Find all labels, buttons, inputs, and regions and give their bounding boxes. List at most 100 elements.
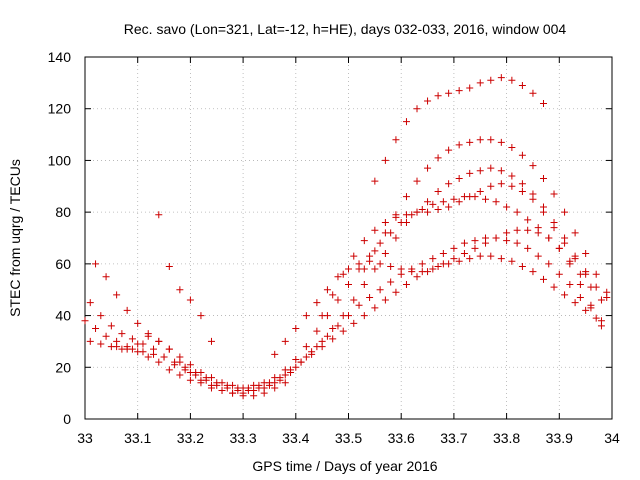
data-point (513, 208, 521, 216)
x-tick-label: 33.4 (282, 430, 309, 446)
data-point (466, 255, 474, 263)
data-point (329, 291, 337, 299)
data-point (555, 270, 563, 278)
x-tick-label: 33.1 (124, 430, 151, 446)
data-point (329, 325, 337, 332)
data-point (460, 239, 468, 247)
data-point (418, 206, 426, 214)
data-point (434, 92, 442, 100)
data-point (476, 167, 484, 175)
data-point (518, 180, 526, 188)
data-point (113, 343, 121, 351)
data-point (466, 193, 474, 201)
data-point (202, 374, 210, 382)
data-point (550, 224, 558, 232)
data-point (287, 366, 295, 374)
data-point (134, 319, 142, 327)
data-point (92, 260, 100, 268)
data-point (561, 291, 569, 299)
data-point (229, 389, 237, 397)
data-point (155, 211, 163, 219)
data-point (476, 252, 484, 260)
y-axis-label: STEC from uqrg / TECUs (7, 159, 23, 317)
data-point (176, 371, 184, 379)
data-point (561, 239, 569, 247)
data-point (466, 169, 474, 177)
data-point (102, 332, 110, 340)
data-point (434, 262, 442, 270)
data-point (139, 348, 147, 356)
data-point (165, 366, 173, 374)
data-point (476, 187, 484, 195)
series-trace-5 (360, 136, 611, 296)
data-point (381, 296, 389, 304)
data-point (466, 84, 474, 92)
data-point (371, 226, 379, 234)
data-point (350, 319, 358, 327)
data-point (555, 244, 563, 252)
data-point (371, 177, 379, 185)
data-point (102, 273, 110, 281)
data-point (561, 208, 569, 216)
data-point (176, 286, 184, 294)
data-point (81, 317, 89, 325)
y-tick-label: 0 (63, 411, 71, 427)
data-point (360, 237, 368, 245)
data-point (497, 138, 505, 146)
data-point (487, 76, 495, 84)
data-point (176, 358, 184, 366)
data-point (371, 265, 379, 273)
data-point (539, 275, 547, 283)
data-point (318, 343, 326, 351)
data-point (255, 381, 263, 389)
data-point (186, 368, 194, 376)
data-point (413, 273, 421, 281)
data-point (466, 138, 474, 146)
data-point (434, 187, 442, 195)
data-point (223, 381, 231, 389)
data-point (207, 381, 215, 389)
y-tick-label: 120 (48, 101, 72, 117)
data-point (150, 350, 158, 358)
data-point (518, 81, 526, 89)
x-tick-label: 33.5 (335, 430, 362, 446)
grid (85, 57, 612, 419)
data-point (518, 262, 526, 270)
data-point (234, 384, 242, 392)
data-point (524, 216, 532, 224)
data-point (576, 281, 584, 289)
data-point (302, 312, 310, 320)
data-point (550, 283, 558, 291)
data-point (292, 363, 300, 371)
x-axis: 33 33.1 33.2 33.3 33.4 33.5 33.6 33.7 33.8 33.9 34 (77, 57, 620, 446)
data-point (250, 392, 258, 400)
data-point (487, 164, 495, 172)
data-point (292, 325, 300, 332)
data-point (592, 314, 600, 322)
data-point (186, 361, 194, 369)
data-point (144, 332, 152, 340)
data-point (397, 218, 405, 226)
data-point (592, 270, 600, 278)
data-point (360, 265, 368, 273)
data-point (413, 208, 421, 216)
data-point (392, 213, 400, 221)
data-point (345, 265, 352, 273)
y-tick-label: 40 (55, 308, 71, 324)
data-point (218, 387, 226, 395)
data-point (603, 288, 611, 296)
data-point (313, 299, 321, 307)
data-point (497, 180, 505, 188)
data-point (107, 322, 115, 330)
data-point (450, 255, 458, 263)
data-point (165, 345, 173, 353)
data-point (597, 296, 605, 304)
x-axis-label: GPS time / Days of year 2016 (252, 458, 437, 474)
data-point (471, 244, 479, 252)
data-point (339, 327, 347, 335)
data-point (239, 392, 247, 400)
data-point (197, 376, 205, 384)
data-point (371, 304, 379, 312)
data-point (413, 105, 421, 113)
